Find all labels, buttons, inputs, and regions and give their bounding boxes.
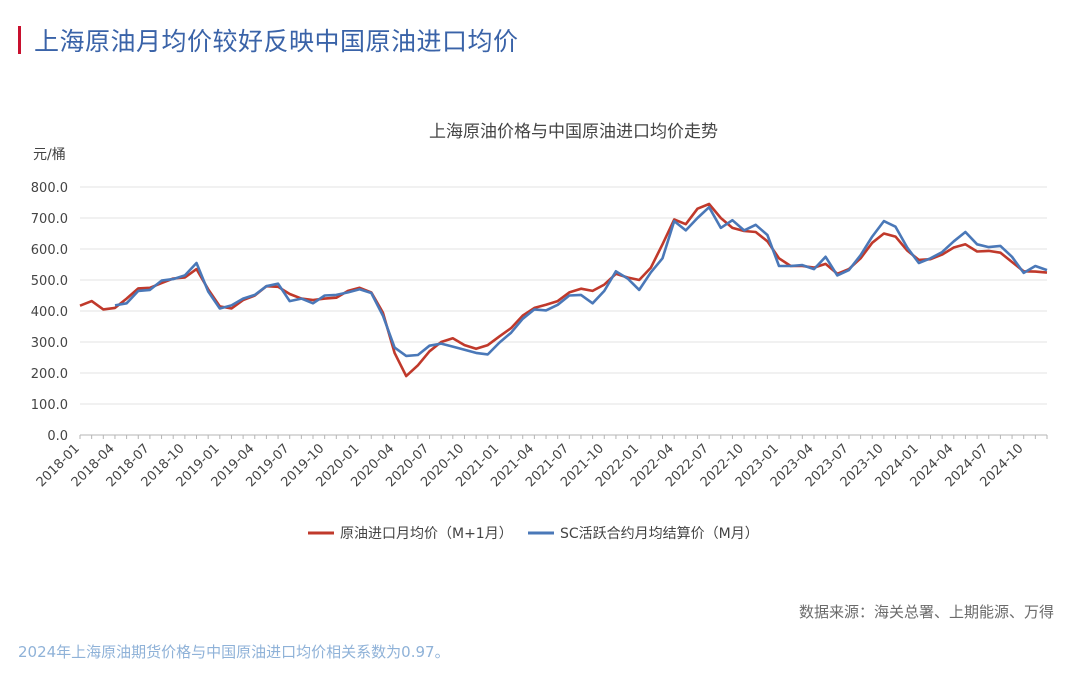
- y-tick-label: 500.0: [31, 274, 68, 289]
- y-tick-label: 700.0: [31, 212, 68, 227]
- series-line-2: [114, 205, 1048, 358]
- footnote: 2024年上海原油期货价格与中国原油进口均价相关系数为0.97。: [18, 643, 450, 661]
- y-tick-label: 100.0: [31, 398, 68, 413]
- legend-label-2: SC活跃合约月均结算价（M月）: [560, 526, 759, 542]
- data-source: 数据来源：海关总署、上期能源、万得: [798, 603, 1054, 621]
- y-tick-label: 200.0: [31, 367, 68, 382]
- series-line-1: [79, 202, 1048, 378]
- y-tick-label: 300.0: [31, 336, 68, 351]
- y-tick-label: 800.0: [31, 181, 68, 196]
- y-tick-label: 400.0: [31, 305, 68, 320]
- y-tick-label: 600.0: [31, 243, 68, 258]
- y-tick-label: 0.0: [47, 429, 68, 444]
- chart-title: 上海原油价格与中国原油进口均价走势: [429, 122, 718, 142]
- page-heading: 上海原油月均价较好反映中国原油进口均价: [34, 27, 519, 56]
- y-axis-unit: 元/桶: [33, 147, 66, 163]
- heading-accent-bar: [18, 26, 21, 54]
- legend-label-1: 原油进口月均价（M+1月）: [340, 526, 513, 542]
